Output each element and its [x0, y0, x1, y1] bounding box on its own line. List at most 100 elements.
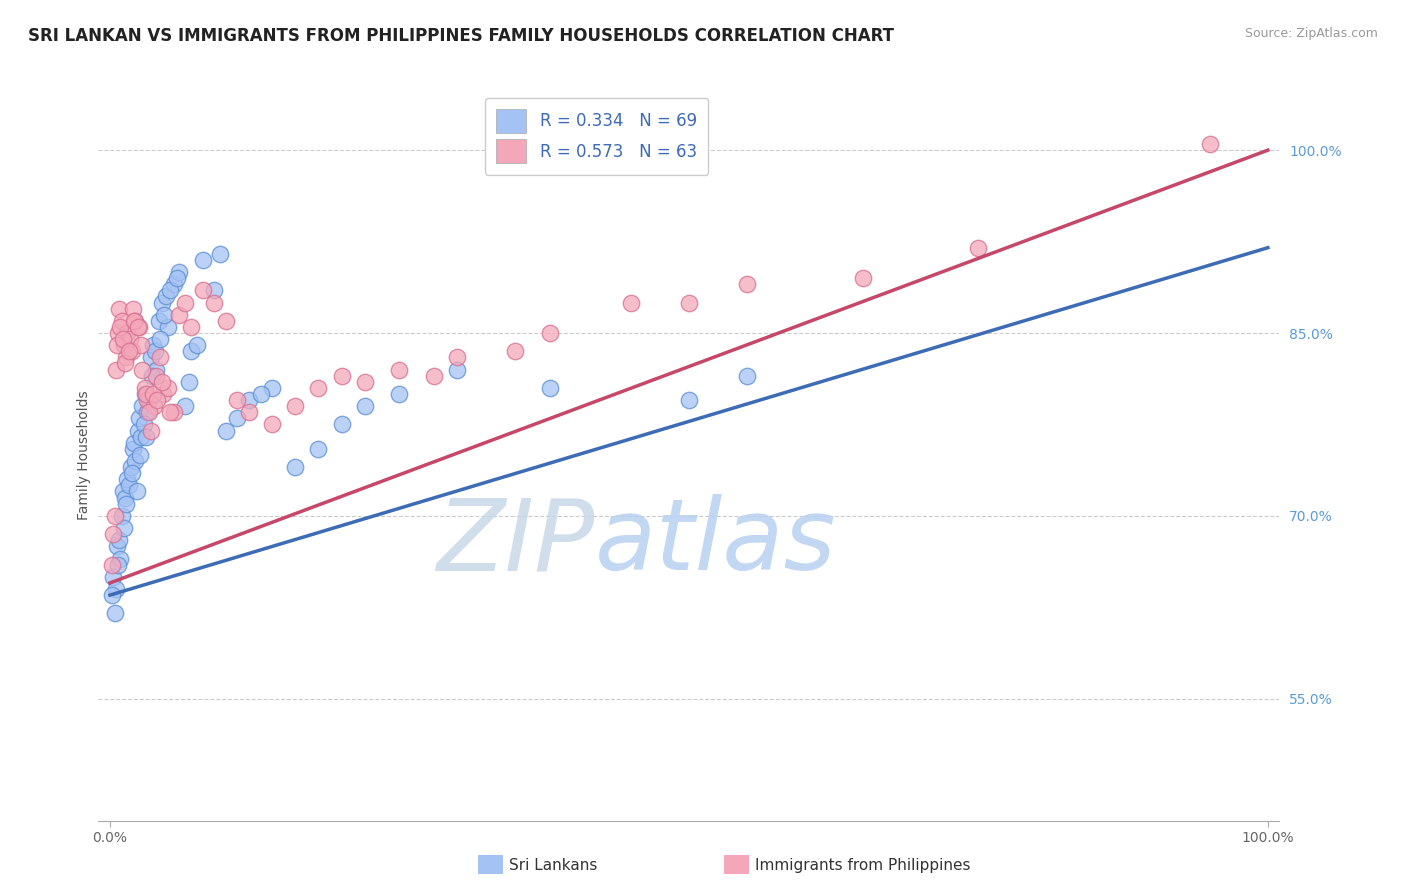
Point — [124, 314, 146, 328]
Point — [150, 295, 173, 310]
Point — [112, 521, 135, 535]
Point — [114, 356, 136, 371]
Point — [104, 607, 127, 621]
Point — [145, 362, 167, 376]
Point — [620, 295, 643, 310]
Point — [131, 362, 153, 376]
Point — [107, 558, 129, 572]
Point — [238, 392, 260, 407]
Point — [112, 338, 135, 352]
Point — [284, 399, 307, 413]
Point — [307, 381, 329, 395]
Point — [117, 326, 139, 340]
Point — [132, 417, 155, 432]
Point — [136, 405, 159, 419]
Point — [735, 277, 758, 292]
Point — [120, 460, 142, 475]
Point — [174, 399, 197, 413]
Point — [108, 301, 131, 316]
Point — [145, 368, 167, 383]
Point — [124, 454, 146, 468]
Point — [104, 508, 127, 523]
Point — [284, 460, 307, 475]
Point — [538, 326, 561, 340]
Point — [104, 582, 127, 596]
Point — [136, 392, 159, 407]
Point — [117, 472, 139, 486]
Point — [180, 320, 202, 334]
Point — [149, 351, 172, 365]
Legend: R = 0.334   N = 69, R = 0.573   N = 63: R = 0.334 N = 69, R = 0.573 N = 63 — [485, 97, 709, 175]
Point — [180, 344, 202, 359]
Point — [128, 320, 150, 334]
Point — [238, 405, 260, 419]
Point — [353, 399, 375, 413]
Point — [142, 338, 165, 352]
Point — [115, 351, 138, 365]
Point — [107, 326, 129, 340]
Point — [122, 442, 145, 456]
Point — [111, 484, 134, 499]
Point — [134, 387, 156, 401]
Point — [124, 435, 146, 450]
Point — [156, 381, 179, 395]
Point — [503, 344, 526, 359]
Point — [191, 252, 214, 267]
Point — [202, 284, 225, 298]
Point — [110, 314, 132, 328]
Point — [139, 424, 162, 438]
Point — [110, 320, 132, 334]
Point — [127, 320, 149, 334]
Point — [735, 368, 758, 383]
Point — [215, 424, 238, 438]
Point — [330, 417, 353, 432]
Point — [353, 375, 375, 389]
Point — [148, 314, 170, 328]
Point — [134, 381, 156, 395]
Point — [208, 246, 231, 260]
Point — [226, 392, 249, 407]
Point — [129, 338, 152, 352]
Point — [249, 387, 271, 401]
Point — [121, 344, 143, 359]
Point — [967, 241, 990, 255]
Point — [146, 392, 169, 407]
Point — [141, 368, 163, 383]
Point — [142, 387, 165, 401]
Point — [166, 271, 188, 285]
Point — [115, 497, 138, 511]
Point — [156, 320, 179, 334]
Point — [110, 508, 132, 523]
Point — [388, 387, 411, 401]
Point — [388, 362, 411, 376]
Point — [177, 375, 200, 389]
Point — [215, 314, 238, 328]
Point — [131, 399, 153, 413]
Text: Immigrants from Philippines: Immigrants from Philippines — [755, 858, 970, 872]
Point — [114, 491, 136, 505]
Point — [852, 271, 875, 285]
Point — [129, 430, 152, 444]
Point — [143, 399, 166, 413]
Point — [105, 539, 128, 553]
Point — [169, 308, 191, 322]
Point — [101, 588, 124, 602]
Point — [155, 289, 177, 303]
Point — [262, 417, 284, 432]
Point — [202, 295, 225, 310]
Point — [104, 362, 127, 376]
Text: ZIP: ZIP — [436, 494, 595, 591]
Point — [678, 392, 700, 407]
Point — [186, 338, 208, 352]
Text: Sri Lankans: Sri Lankans — [509, 858, 598, 872]
Point — [330, 368, 353, 383]
Point — [138, 392, 160, 407]
Point — [143, 344, 166, 359]
Point — [307, 442, 329, 456]
Point — [117, 344, 139, 359]
Point — [111, 332, 134, 346]
Point — [152, 387, 174, 401]
Point — [128, 411, 150, 425]
Point — [138, 405, 160, 419]
Point — [105, 338, 128, 352]
